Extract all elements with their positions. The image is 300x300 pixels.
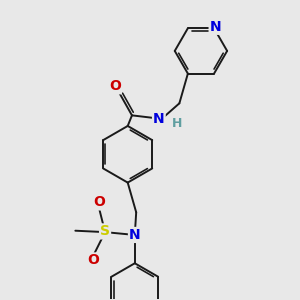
Text: N: N bbox=[153, 112, 165, 126]
Text: O: O bbox=[87, 254, 99, 267]
Text: O: O bbox=[94, 195, 105, 209]
Text: N: N bbox=[129, 228, 141, 242]
Text: N: N bbox=[210, 20, 221, 34]
Text: O: O bbox=[109, 79, 121, 93]
Text: S: S bbox=[100, 224, 110, 239]
Text: H: H bbox=[172, 117, 182, 130]
